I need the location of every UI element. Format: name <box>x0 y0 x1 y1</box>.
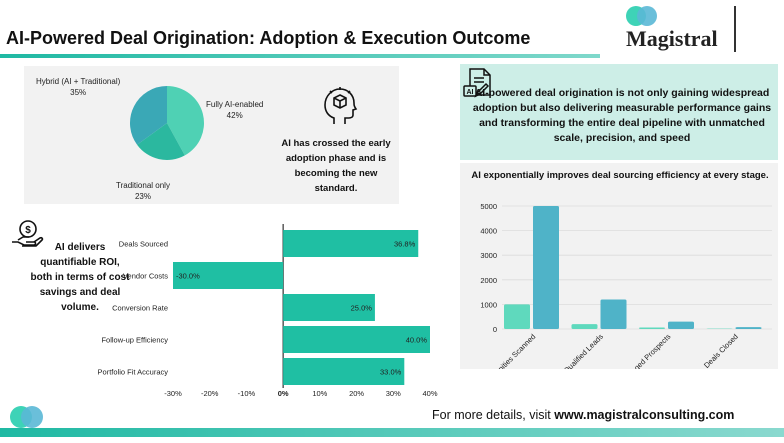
footer-rule <box>0 428 784 437</box>
title-underline <box>0 54 600 58</box>
category-label-conversion-rate: Conversion Rate <box>112 304 168 313</box>
data-label-portfolio-fit-accuracy: 33.0% <box>380 368 402 377</box>
x-tick-label: -30% <box>164 389 182 398</box>
bar-follow-up-efficiency <box>283 326 430 353</box>
category-label-portfolio-fit-accuracy: Portfolio Fit Accuracy <box>98 368 169 377</box>
x-category-label: Deals Closed <box>702 332 740 369</box>
category-label-deals-sourced: Deals Sourced <box>119 240 168 249</box>
data-label-conversion-rate: 25.0% <box>351 304 373 313</box>
column-b-0 <box>533 206 559 329</box>
column-b-1 <box>600 299 627 329</box>
footer-text: For more details, visit www.magistralcon… <box>432 408 735 422</box>
x-tick-label: -10% <box>238 389 256 398</box>
x-tick-label: -20% <box>201 389 219 398</box>
column-a-0 <box>504 304 530 329</box>
summary-panel <box>460 64 778 160</box>
y-tick-label: 3000 <box>480 251 497 260</box>
bar-portfolio-fit-accuracy <box>283 358 405 385</box>
x-category-label: Qualified Leads <box>562 332 605 369</box>
y-tick-label: 1000 <box>480 300 497 309</box>
x-category-label: Engaged Prospects <box>620 332 673 369</box>
column-a-1 <box>571 324 598 329</box>
logo-divider <box>734 6 736 52</box>
y-tick-label: 4000 <box>480 227 497 236</box>
logo: Magistral <box>626 26 718 51</box>
x-tick-label: 20% <box>349 389 364 398</box>
bar-conversion-rate <box>283 294 375 321</box>
bar-deals-sourced <box>283 230 419 257</box>
pie-slice-hybrid <box>130 86 167 145</box>
roi-text: AI delivers quantifiable ROI, both in te… <box>30 242 130 313</box>
bar-vendor-costs <box>173 262 284 289</box>
page-title: AI-Powered Deal Origination: Adoption & … <box>6 28 531 48</box>
data-label-vendor-costs: -30.0% <box>176 272 200 281</box>
column-b-2 <box>668 321 694 329</box>
adoption-text: AI has crossed the early adoption phase … <box>281 138 391 194</box>
x-tick-label: 30% <box>386 389 401 398</box>
pie-slice-fully-ai <box>167 86 205 156</box>
pie-label-fully-ai: Fully AI-enabled 42% <box>206 100 264 120</box>
svg-text:$: $ <box>25 225 31 236</box>
footer-logo-circles-icon <box>10 406 50 430</box>
svg-text:AI: AI <box>467 89 474 96</box>
roi-bar-chart: Deals Sourced 36.8% Vendor Costs -30.0% Conv… <box>98 224 438 398</box>
pie-label-hybrid: Hybrid (AI + Traditional) 35% <box>36 77 121 97</box>
x-category-label: Opportunities Scanned <box>477 332 537 369</box>
data-label-deals-sourced: 36.8% <box>394 240 416 249</box>
funnel-column-chart: 0 1000 2000 3000 4000 5000 Opportunities Scann… <box>477 202 772 369</box>
category-label-follow-up-efficiency: Follow-up Efficiency <box>101 336 168 345</box>
column-b-3 <box>735 327 762 329</box>
summary-text: AI-powered deal origination is not only … <box>472 87 772 144</box>
ai-document-icon: AI <box>463 68 491 98</box>
adoption-pie-chart <box>130 86 205 160</box>
logo-circles-icon <box>626 6 666 28</box>
money-hand-icon: $ <box>12 220 44 247</box>
category-label-vendor-costs: Vendor Costs <box>123 272 168 281</box>
funnel-panel <box>460 163 778 369</box>
footer-link[interactable]: www.magistralconsulting.com <box>554 408 735 422</box>
y-tick-label: 5000 <box>480 202 497 211</box>
data-label-follow-up-efficiency: 40.0% <box>406 336 428 345</box>
pie-label-traditional: Traditional only 23% <box>116 181 170 201</box>
ai-cube-head-icon <box>324 87 358 124</box>
y-tick-label: 2000 <box>480 276 497 285</box>
x-tick-label: 40% <box>422 389 437 398</box>
funnel-chart-title: AI exponentially improves deal sourcing … <box>471 170 769 181</box>
x-tick-label: 0% <box>278 389 289 398</box>
y-tick-label: 0 <box>493 325 497 334</box>
pie-slice-traditional <box>137 123 185 160</box>
x-tick-label: 10% <box>312 389 327 398</box>
column-a-2 <box>639 327 665 329</box>
